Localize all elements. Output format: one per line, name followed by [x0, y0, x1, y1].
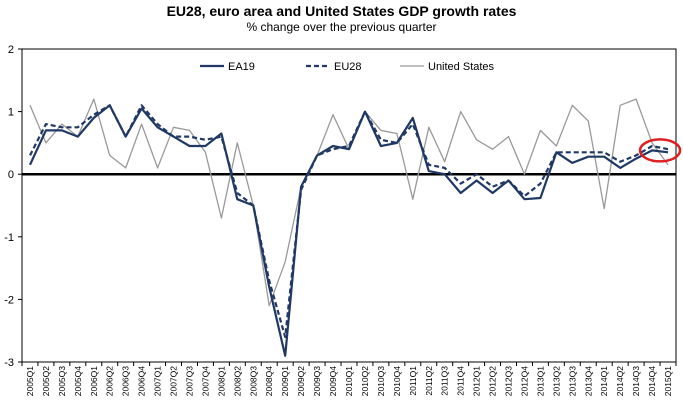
x-tick-label: 2005Q2 — [41, 366, 51, 397]
x-tick-label: 2013Q4 — [583, 366, 593, 397]
x-tick-label: 2015Q1 — [663, 366, 673, 397]
x-tick-label: 2012Q4 — [519, 366, 529, 397]
x-tick-label: 2009Q3 — [312, 366, 322, 397]
x-tick-label: 2011Q2 — [424, 366, 434, 396]
y-tick-label: 1 — [8, 107, 14, 119]
x-tick-label: 2012Q2 — [488, 366, 498, 397]
x-tick-label: 2011Q1 — [408, 366, 418, 396]
x-tick-label: 2007Q2 — [169, 366, 179, 397]
legend-label: United States — [428, 61, 495, 73]
x-tick-label: 2014Q3 — [631, 366, 641, 397]
legend-label: EU28 — [334, 61, 362, 73]
series-line-united-states — [29, 98, 669, 307]
x-tick-label: 2006Q3 — [121, 366, 131, 397]
legend-label: EA19 — [228, 61, 255, 73]
x-tick-label: 2005Q3 — [57, 366, 67, 397]
x-tick-label: 2009Q4 — [328, 366, 338, 397]
x-tick-label: 2014Q1 — [599, 366, 609, 397]
x-tick-label: 2010Q3 — [376, 366, 386, 397]
y-tick-label: -1 — [4, 232, 14, 244]
x-tick-label: 2012Q1 — [472, 366, 482, 397]
y-tick-label: 2 — [8, 44, 14, 56]
x-tick-label: 2013Q2 — [551, 366, 561, 397]
x-tick-label: 2008Q2 — [232, 366, 242, 397]
x-tick-label: 2006Q1 — [89, 366, 99, 397]
x-tick-label: 2011Q4 — [456, 366, 466, 396]
series-line-eu28 — [29, 104, 669, 339]
x-tick-label: 2008Q4 — [264, 366, 274, 397]
y-tick-label: -2 — [4, 294, 14, 306]
x-tick-label: 2010Q2 — [360, 366, 370, 397]
x-tick-label: 2010Q1 — [344, 366, 354, 397]
highlight-ellipse — [638, 138, 682, 163]
x-tick-label: 2007Q3 — [184, 366, 194, 397]
x-tick-label: 2005Q1 — [25, 366, 35, 397]
chart-title: EU28, euro area and United States GDP gr… — [166, 3, 517, 19]
x-tick-label: 2013Q3 — [567, 366, 577, 397]
x-tick-label: 2010Q4 — [392, 366, 402, 397]
series-line-ea19 — [29, 104, 669, 357]
x-tick-label: 2007Q4 — [200, 366, 210, 397]
x-tick-label: 2005Q4 — [73, 366, 83, 397]
x-tick-label: 2006Q4 — [137, 366, 147, 397]
x-tick-label: 2014Q4 — [647, 366, 657, 397]
x-tick-label: 2014Q2 — [615, 366, 625, 397]
x-tick-label: 2008Q3 — [248, 366, 258, 397]
x-tick-label: 2008Q1 — [216, 366, 226, 397]
x-tick-label: 2013Q1 — [535, 366, 545, 397]
x-tick-label: 2009Q2 — [296, 366, 306, 397]
plot-area — [21, 48, 677, 363]
x-tick-label: 2012Q3 — [504, 366, 514, 397]
x-tick-label: 2009Q1 — [280, 366, 290, 397]
x-tick-label: 2007Q1 — [153, 366, 163, 397]
y-tick-label: -3 — [4, 357, 14, 369]
x-tick-label: 2011Q3 — [440, 366, 450, 396]
chart-subtitle: % change over the previous quarter — [246, 20, 437, 34]
x-tick-label: 2006Q2 — [105, 366, 115, 397]
y-tick-label: 0 — [8, 169, 14, 181]
